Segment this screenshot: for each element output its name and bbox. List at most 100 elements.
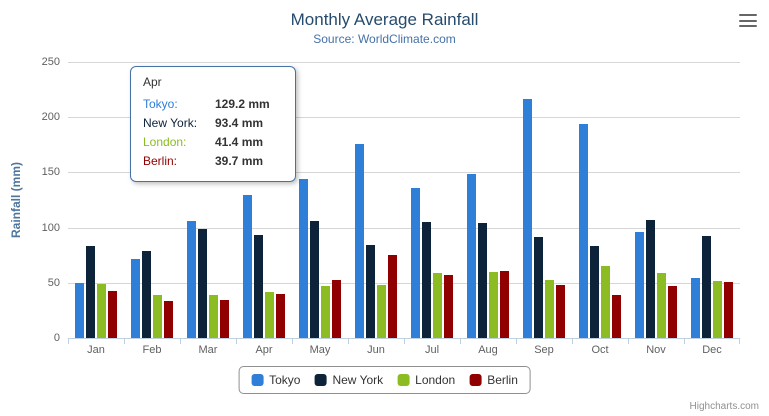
gridline: [68, 117, 740, 119]
credits-link[interactable]: Highcharts.com: [689, 401, 759, 412]
bar-berlin-mar[interactable]: [220, 299, 229, 338]
bar-tokyo-sep[interactable]: [523, 99, 532, 338]
x-axis-tick: [460, 339, 461, 344]
bar-new-york-mar[interactable]: [198, 229, 207, 338]
x-axis-tick: [739, 339, 740, 344]
legend-label: London: [415, 373, 456, 387]
legend-item-london[interactable]: London: [397, 373, 455, 387]
x-axis-tick: [348, 339, 349, 344]
x-axis-label: Jan: [87, 344, 105, 356]
bar-new-york-apr[interactable]: [254, 234, 263, 338]
bar-london-nov[interactable]: [657, 272, 666, 338]
x-axis-label: Dec: [702, 344, 722, 356]
bar-new-york-may[interactable]: [310, 220, 319, 338]
bar-tokyo-may[interactable]: [299, 179, 308, 338]
bar-tokyo-nov[interactable]: [635, 232, 644, 338]
x-axis-label: May: [309, 344, 331, 356]
bar-new-york-jul[interactable]: [422, 222, 431, 338]
bar-london-oct[interactable]: [601, 266, 610, 338]
bar-london-mar[interactable]: [209, 294, 218, 338]
bar-london-jun[interactable]: [377, 284, 386, 338]
bar-berlin-feb[interactable]: [164, 301, 173, 338]
x-axis-label: Mar: [198, 344, 218, 356]
x-axis-tick: [684, 339, 685, 344]
x-axis-label: Sep: [534, 344, 554, 356]
x-axis-tick: [180, 339, 181, 344]
bar-london-aug[interactable]: [489, 272, 498, 338]
bar-berlin-jan[interactable]: [108, 291, 117, 338]
legend-item-tokyo[interactable]: Tokyo: [251, 373, 300, 387]
y-axis-labels: 0 50 100 150 200 250: [0, 56, 60, 344]
gridline: [68, 227, 740, 229]
x-axis-ticks: [68, 339, 740, 344]
bar-london-may[interactable]: [321, 286, 330, 338]
bar-tokyo-dec[interactable]: [691, 277, 700, 338]
y-axis-label: 0: [53, 332, 60, 344]
bar-new-york-jan[interactable]: [86, 245, 95, 338]
bar-tokyo-oct[interactable]: [579, 123, 588, 338]
bar-berlin-dec[interactable]: [724, 281, 733, 338]
bar-berlin-jul[interactable]: [444, 274, 453, 338]
y-axis-label: 200: [41, 111, 60, 124]
gridline: [68, 62, 740, 63]
bar-berlin-aug[interactable]: [500, 271, 509, 338]
bar-berlin-oct[interactable]: [612, 294, 621, 338]
bar-new-york-sep[interactable]: [534, 237, 543, 338]
bar-new-york-oct[interactable]: [590, 245, 599, 338]
chart-title: Monthly Average Rainfall: [290, 10, 479, 29]
x-axis-label: Feb: [142, 344, 162, 356]
x-axis-tick: [516, 339, 517, 344]
bar-new-york-nov[interactable]: [646, 220, 655, 338]
bar-london-sep[interactable]: [545, 280, 554, 338]
x-axis-tick: [236, 339, 237, 344]
x-axis-tick: [572, 339, 573, 344]
y-axis-label: 250: [41, 56, 60, 68]
menu-icon-line: [739, 19, 757, 22]
x-axis-label: Apr: [255, 344, 273, 356]
bar-london-dec[interactable]: [713, 281, 722, 338]
bar-tokyo-jan[interactable]: [75, 282, 84, 338]
gridline: [68, 172, 740, 174]
x-axis-tick: [124, 339, 125, 344]
bar-berlin-apr[interactable]: [276, 294, 285, 338]
legend-label: New York: [332, 373, 384, 387]
legend-item-new-york[interactable]: New York: [314, 373, 383, 387]
bar-berlin-may[interactable]: [332, 279, 341, 338]
y-axis-label: 50: [47, 276, 60, 289]
bar-new-york-dec[interactable]: [702, 236, 711, 338]
bar-tokyo-aug[interactable]: [467, 174, 476, 338]
bar-tokyo-mar[interactable]: [187, 220, 196, 338]
gridline: [68, 282, 740, 284]
bar-new-york-feb[interactable]: [142, 251, 151, 338]
menu-icon-line: [739, 14, 757, 16]
plot-area: [68, 62, 740, 339]
bar-new-york-jun[interactable]: [366, 244, 375, 338]
export-menu-button[interactable]: [739, 14, 757, 27]
legend-item-berlin[interactable]: Berlin: [469, 373, 518, 387]
menu-icon-line: [739, 25, 757, 27]
bar-berlin-sep[interactable]: [556, 285, 565, 338]
x-axis-label: Aug: [478, 344, 498, 356]
x-axis-tick: [68, 339, 69, 344]
bar-london-apr[interactable]: [265, 292, 274, 338]
bar-london-feb[interactable]: [153, 295, 162, 338]
bar-london-jul[interactable]: [433, 272, 442, 338]
bar-tokyo-jun[interactable]: [355, 143, 364, 338]
x-axis-label: Jul: [424, 344, 440, 356]
x-axis-label: Oct: [591, 344, 609, 356]
bar-berlin-jun[interactable]: [388, 254, 397, 338]
bar-tokyo-jul[interactable]: [411, 188, 420, 338]
legend-symbol: [469, 374, 482, 386]
bar-tokyo-feb[interactable]: [131, 259, 140, 338]
bar-london-jan[interactable]: [97, 284, 106, 338]
legend-label: Tokyo: [269, 373, 301, 387]
x-axis-label: Nov: [646, 344, 666, 356]
x-axis-labels: Jan Feb Mar Apr May Jun Jul Aug Sep Oct Nov Dec: [68, 344, 740, 360]
y-axis-label: 150: [41, 166, 60, 179]
bar-tokyo-apr[interactable]: [243, 195, 252, 338]
chart-subtitle: Source: WorldClimate.com: [313, 32, 456, 46]
bar-berlin-nov[interactable]: [668, 286, 677, 338]
x-axis-tick: [404, 339, 405, 344]
x-axis-label: Jun: [367, 344, 385, 356]
bar-new-york-aug[interactable]: [478, 222, 487, 338]
